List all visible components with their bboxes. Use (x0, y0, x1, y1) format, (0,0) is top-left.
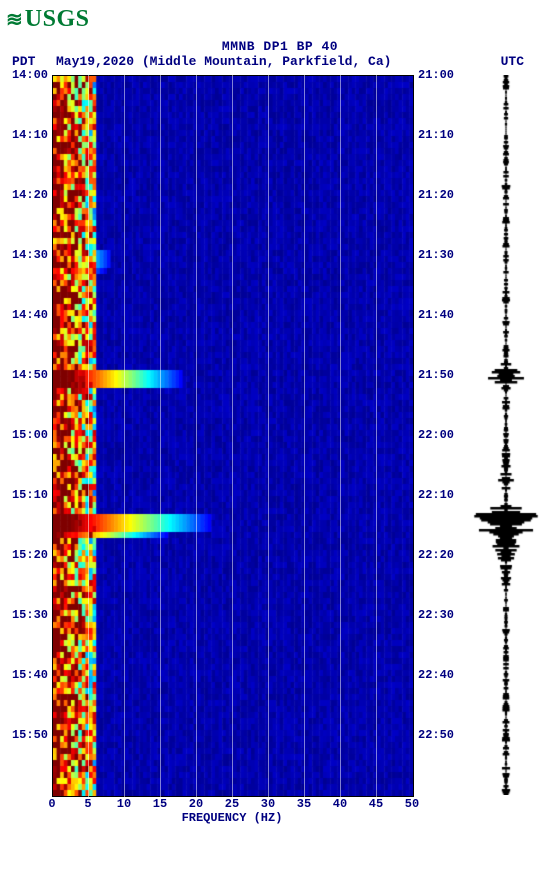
spectrogram-panel (52, 75, 414, 797)
frequency-tick: 40 (333, 797, 347, 811)
waveform-canvas (466, 75, 546, 795)
logo-wave-icon: ≋ (6, 7, 23, 33)
frequency-axis-ticks: 05101520253035404550 (52, 797, 412, 811)
right-time-tick: 22:10 (418, 488, 454, 502)
frequency-tick: 5 (84, 797, 91, 811)
frequency-tick: 10 (117, 797, 131, 811)
right-time-tick: 22:00 (418, 428, 454, 442)
left-time-tick: 14:10 (12, 128, 48, 142)
right-time-axis: 21:0021:1021:2021:3021:4021:5022:0022:10… (414, 75, 462, 795)
frequency-axis-label: FREQUENCY (HZ) (52, 811, 412, 825)
frequency-tick: 25 (225, 797, 239, 811)
plot-subtitle: PDT May19,2020 (Middle Mountain, Parkfie… (4, 54, 552, 75)
left-time-tick: 15:00 (12, 428, 48, 442)
right-time-tick: 21:20 (418, 188, 454, 202)
left-time-tick: 15:20 (12, 548, 48, 562)
left-time-tick: 14:00 (12, 68, 48, 82)
left-time-tick: 14:30 (12, 248, 48, 262)
right-time-tick: 21:10 (418, 128, 454, 142)
left-time-tick: 15:50 (12, 728, 48, 742)
spectrogram-canvas (52, 75, 414, 797)
logo-text: USGS (25, 6, 90, 33)
right-time-tick: 22:30 (418, 608, 454, 622)
right-time-tick: 21:40 (418, 308, 454, 322)
left-time-tick: 15:10 (12, 488, 48, 502)
left-time-tick: 14:40 (12, 308, 48, 322)
usgs-logo: ≋ USGS (6, 6, 552, 33)
frequency-tick: 45 (369, 797, 383, 811)
left-time-tick: 15:40 (12, 668, 48, 682)
frequency-tick: 50 (405, 797, 419, 811)
right-time-tick: 22:20 (418, 548, 454, 562)
frequency-tick: 0 (48, 797, 55, 811)
plot-title: MMNB DP1 BP 40 (4, 39, 552, 54)
right-time-tick: 21:30 (418, 248, 454, 262)
right-time-tick: 22:40 (418, 668, 454, 682)
right-time-tick: 21:50 (418, 368, 454, 382)
left-time-axis: 14:0014:1014:2014:3014:4014:5015:0015:10… (4, 75, 52, 795)
frequency-tick: 20 (189, 797, 203, 811)
left-time-tick: 14:50 (12, 368, 48, 382)
right-time-tick: 21:00 (418, 68, 454, 82)
frequency-tick: 35 (297, 797, 311, 811)
left-timezone-label: PDT (12, 54, 52, 69)
left-time-tick: 15:30 (12, 608, 48, 622)
frequency-tick: 30 (261, 797, 275, 811)
date-location-label: May19,2020 (Middle Mountain, Parkfield, … (52, 54, 444, 69)
right-timezone-label: UTC (444, 54, 548, 69)
frequency-tick: 15 (153, 797, 167, 811)
right-time-tick: 22:50 (418, 728, 454, 742)
left-time-tick: 14:20 (12, 188, 48, 202)
